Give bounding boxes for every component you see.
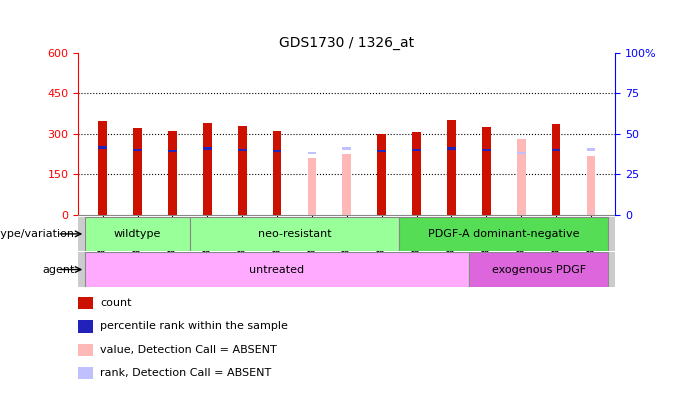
Text: exogenous PDGF: exogenous PDGF	[492, 264, 585, 275]
Text: percentile rank within the sample: percentile rank within the sample	[100, 322, 288, 331]
Bar	[238, 126, 247, 215]
Bar	[399, 217, 609, 251]
Bar	[203, 123, 211, 215]
Bar	[482, 149, 491, 151]
Bar	[587, 156, 596, 215]
Bar	[343, 147, 351, 150]
Bar	[377, 134, 386, 215]
Bar	[133, 128, 142, 215]
Bar	[98, 122, 107, 215]
Bar	[517, 139, 526, 215]
Bar	[447, 147, 456, 150]
Bar	[587, 148, 596, 151]
Bar	[85, 252, 469, 287]
Bar	[307, 158, 316, 215]
Text: wildtype: wildtype	[114, 229, 161, 239]
Text: genotype/variation: genotype/variation	[0, 229, 75, 239]
Bar	[412, 149, 421, 151]
Bar	[190, 217, 399, 251]
Bar	[168, 132, 177, 215]
Bar	[238, 149, 247, 151]
Bar	[343, 154, 351, 215]
Bar	[377, 149, 386, 152]
Bar	[168, 149, 177, 152]
Bar	[447, 120, 456, 215]
Text: agent: agent	[42, 264, 75, 275]
Text: untreated: untreated	[250, 264, 305, 275]
Bar	[551, 149, 560, 151]
Bar	[85, 217, 190, 251]
Text: PDGF-A dominant-negative: PDGF-A dominant-negative	[428, 229, 579, 239]
Text: neo-resistant: neo-resistant	[258, 229, 331, 239]
Bar	[273, 132, 282, 215]
Bar	[203, 147, 211, 150]
Text: rank, Detection Call = ABSENT: rank, Detection Call = ABSENT	[100, 369, 271, 378]
Bar	[482, 127, 491, 215]
Text: value, Detection Call = ABSENT: value, Detection Call = ABSENT	[100, 345, 277, 355]
Bar	[469, 252, 609, 287]
Bar	[133, 149, 142, 151]
Bar	[412, 132, 421, 215]
Bar	[98, 146, 107, 149]
Bar	[307, 152, 316, 154]
Bar	[551, 124, 560, 215]
Bar	[517, 152, 526, 154]
Bar	[273, 149, 282, 152]
Title: GDS1730 / 1326_at: GDS1730 / 1326_at	[279, 36, 414, 50]
Text: count: count	[100, 298, 131, 308]
